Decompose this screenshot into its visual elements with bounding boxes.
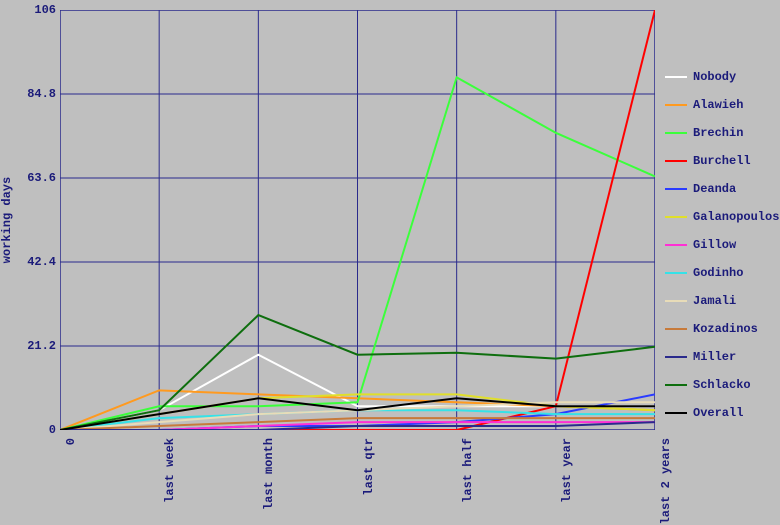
- legend-swatch: [665, 272, 687, 274]
- legend-item: Alawieh: [665, 98, 775, 112]
- legend-item: Kozadinos: [665, 322, 775, 336]
- legend-label: Godinho: [693, 266, 743, 280]
- legend-label: Miller: [693, 350, 736, 364]
- xtick-label: last qtr: [362, 438, 376, 496]
- legend-item: Burchell: [665, 154, 775, 168]
- legend-item: Deanda: [665, 182, 775, 196]
- ytick-label: 21.2: [6, 339, 56, 353]
- xtick-label: last 2 years: [659, 438, 673, 524]
- xtick-label: 0: [64, 438, 78, 445]
- chart-ylabel: working days: [0, 177, 14, 263]
- legend-swatch: [665, 412, 687, 414]
- legend-swatch: [665, 356, 687, 358]
- legend-swatch: [665, 244, 687, 246]
- legend-item: Gillow: [665, 238, 775, 252]
- legend-item: Overall: [665, 406, 775, 420]
- legend-swatch: [665, 216, 687, 218]
- legend-item: Schlacko: [665, 378, 775, 392]
- legend-label: Gillow: [693, 238, 736, 252]
- ytick-label: 84.8: [6, 87, 56, 101]
- legend-label: Kozadinos: [693, 322, 758, 336]
- legend-swatch: [665, 188, 687, 190]
- legend-swatch: [665, 132, 687, 134]
- legend-item: Jamali: [665, 294, 775, 308]
- xtick-label: last year: [560, 438, 574, 503]
- legend-label: Brechin: [693, 126, 743, 140]
- legend-item: Nobody: [665, 70, 775, 84]
- ytick-label: 106: [6, 3, 56, 17]
- legend-label: Galanopoulos: [693, 210, 779, 224]
- chart-legend: Nobody Alawieh Brechin Burchell Deanda Galano…: [665, 70, 775, 434]
- xtick-label: last half: [461, 438, 475, 503]
- legend-item: Galanopoulos: [665, 210, 775, 224]
- legend-item: Godinho: [665, 266, 775, 280]
- legend-swatch: [665, 384, 687, 386]
- xtick-label: last week: [163, 438, 177, 503]
- chart-root: Nobody Alawieh Brechin Burchell Deanda Galano…: [0, 0, 780, 520]
- legend-label: Alawieh: [693, 98, 743, 112]
- legend-label: Nobody: [693, 70, 736, 84]
- legend-label: Burchell: [693, 154, 751, 168]
- legend-swatch: [665, 160, 687, 162]
- legend-item: Miller: [665, 350, 775, 364]
- ytick-label: 0: [6, 423, 56, 437]
- legend-swatch: [665, 76, 687, 78]
- legend-label: Jamali: [693, 294, 736, 308]
- chart-plot: [60, 10, 655, 430]
- legend-label: Schlacko: [693, 378, 751, 392]
- xtick-label: last month: [262, 438, 276, 510]
- legend-item: Brechin: [665, 126, 775, 140]
- legend-swatch: [665, 328, 687, 330]
- legend-label: Overall: [693, 406, 743, 420]
- legend-label: Deanda: [693, 182, 736, 196]
- legend-swatch: [665, 300, 687, 302]
- legend-swatch: [665, 104, 687, 106]
